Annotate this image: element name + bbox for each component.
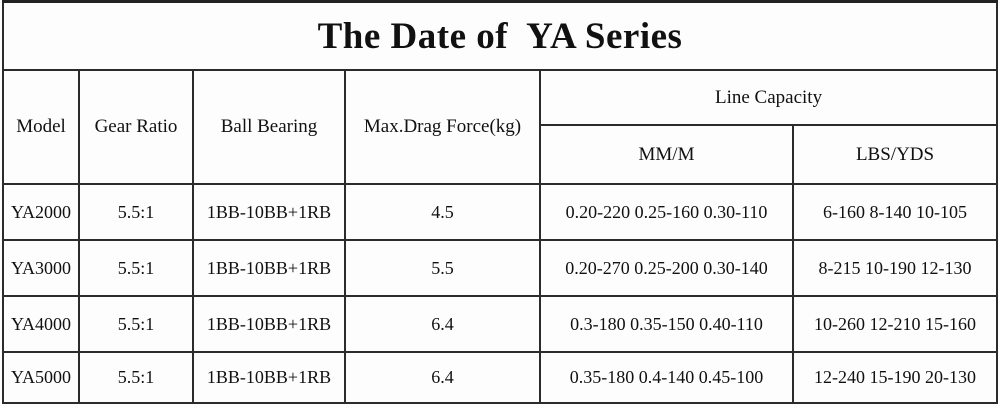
cell-gear-ratio: 5.5:1 xyxy=(78,351,194,404)
page-title: The Date of YA Series xyxy=(1,0,999,71)
cell-mm-m: 0.35-180 0.4-140 0.45-100 xyxy=(539,351,794,404)
table-row-ya4000: YA4000 5.5:1 1BB-10BB+1RB 6.4 0.3-180 0.… xyxy=(2,295,999,353)
column-header-ball-bearing: Ball Bearing xyxy=(192,69,346,185)
cell-ball-bearing: 1BB-10BB+1RB xyxy=(192,239,346,297)
cell-lbs-yds: 12-240 15-190 20-130 xyxy=(791,351,999,404)
title-row: The Date of YA Series xyxy=(1,0,999,71)
header-row-sub: MM/M LBS/YDS xyxy=(3,124,999,185)
column-header-mm-m: MM/M xyxy=(539,124,794,185)
cell-gear-ratio: 5.5:1 xyxy=(78,183,194,241)
cell-max-drag: 6.4 xyxy=(344,351,541,404)
cell-max-drag: 6.4 xyxy=(344,295,541,353)
header-row-top: Model Gear Ratio Ball Bearing Max.Drag F… xyxy=(2,69,999,185)
table-row-ya5000: YA5000 5.5:1 1BB-10BB+1RB 6.4 0.35-180 0… xyxy=(2,351,999,404)
cell-ball-bearing: 1BB-10BB+1RB xyxy=(192,351,346,404)
cell-mm-m: 0.20-220 0.25-160 0.30-110 xyxy=(539,183,794,241)
cell-max-drag: 5.5 xyxy=(344,239,541,297)
column-header-line-capacity: Line Capacity xyxy=(538,69,999,126)
cell-mm-m: 0.3-180 0.35-150 0.40-110 xyxy=(539,295,794,353)
cell-max-drag: 4.5 xyxy=(344,183,541,241)
cell-mm-m: 0.20-270 0.25-200 0.30-140 xyxy=(539,239,794,297)
table-row-ya2000: YA2000 5.5:1 1BB-10BB+1RB 4.5 0.20-220 0… xyxy=(2,183,999,241)
cell-lbs-yds: 8-215 10-190 12-130 xyxy=(791,239,999,297)
table-row-ya3000: YA3000 5.5:1 1BB-10BB+1RB 5.5 0.20-270 0… xyxy=(2,239,999,297)
cell-model: YA5000 xyxy=(2,351,80,404)
cell-model: YA2000 xyxy=(2,183,80,241)
column-header-gear-ratio: Gear Ratio xyxy=(78,69,194,185)
cell-model: YA4000 xyxy=(2,295,80,353)
column-header-max-drag-force: Max.Drag Force(kg) xyxy=(344,69,541,185)
cell-gear-ratio: 5.5:1 xyxy=(78,295,194,353)
cell-lbs-yds: 6-160 8-140 10-105 xyxy=(791,183,999,241)
column-header-lbs-yds: LBS/YDS xyxy=(791,124,999,185)
cell-model: YA3000 xyxy=(2,239,80,297)
cell-ball-bearing: 1BB-10BB+1RB xyxy=(192,183,346,241)
cell-lbs-yds: 10-260 12-210 15-160 xyxy=(791,295,999,353)
column-header-model: Model xyxy=(2,69,80,185)
cell-ball-bearing: 1BB-10BB+1RB xyxy=(192,295,346,353)
cell-gear-ratio: 5.5:1 xyxy=(78,239,194,297)
